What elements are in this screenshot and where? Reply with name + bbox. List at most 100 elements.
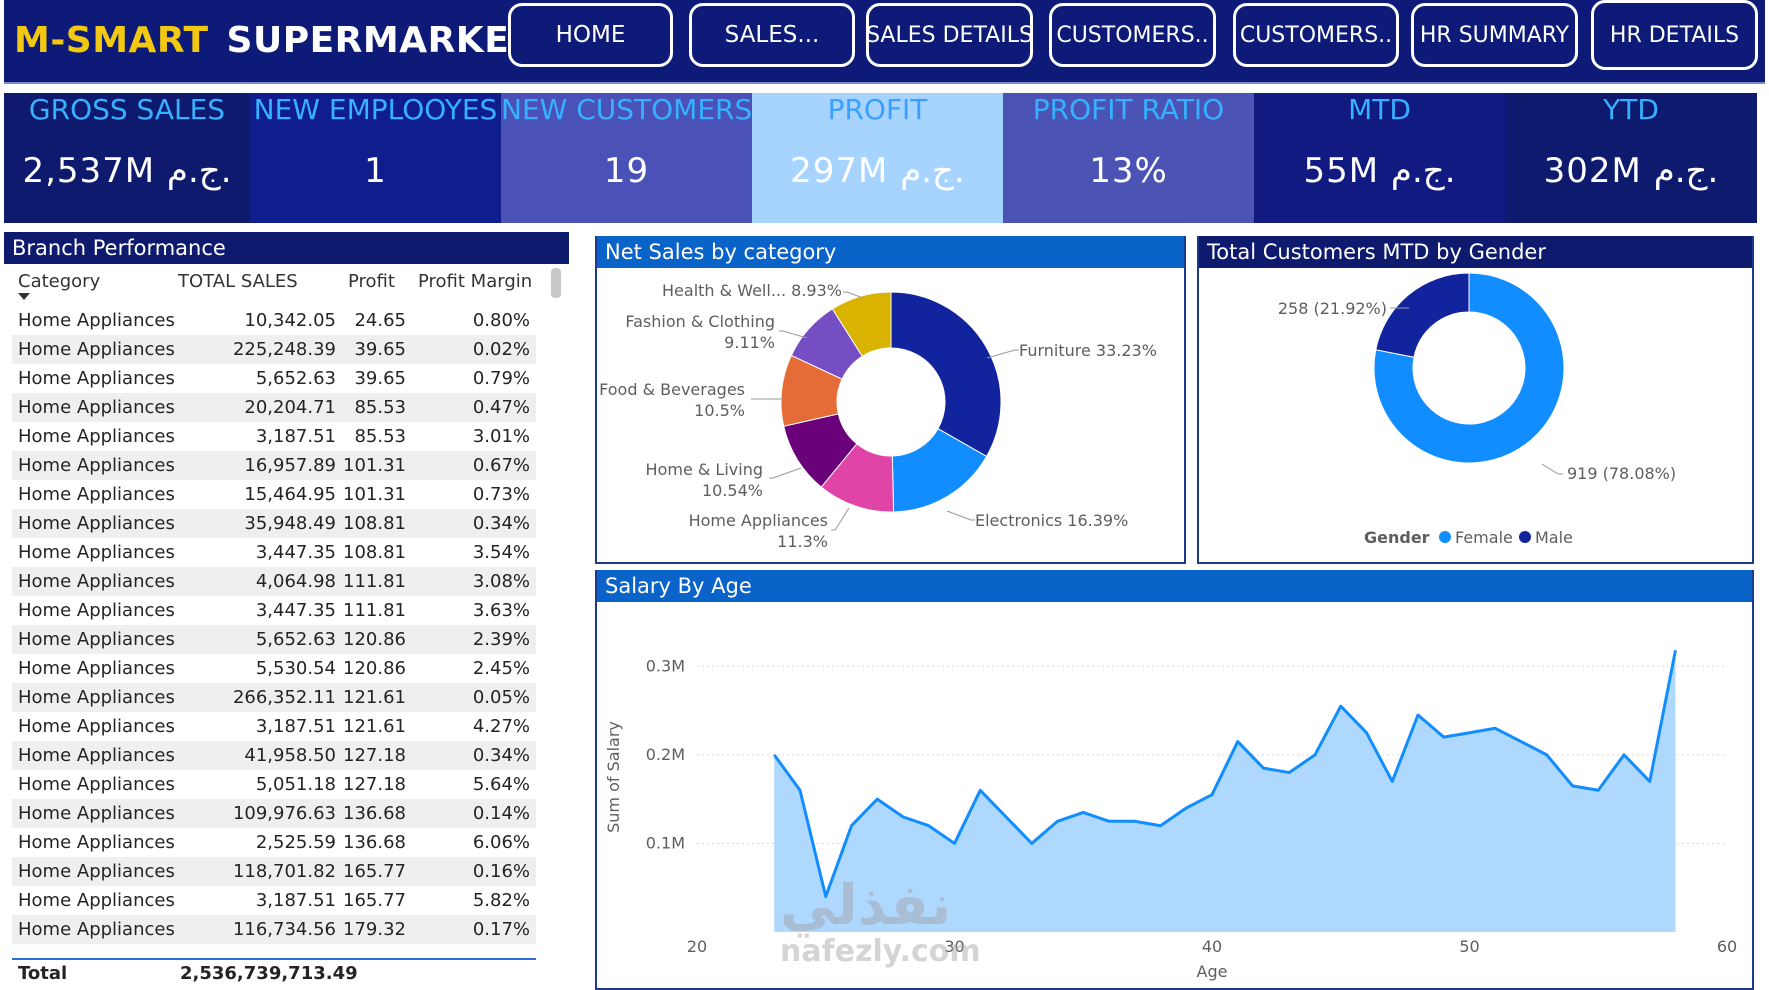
legend-title: Gender xyxy=(1364,528,1430,547)
table-row[interactable]: Home Appliances 116,734.56 179.32 0.17% xyxy=(12,915,536,944)
table-row[interactable]: Home Appliances 5,051.18 127.18 5.64% xyxy=(12,770,536,799)
cell-total-sales: 118,701.82 xyxy=(232,861,336,882)
slice-male[interactable] xyxy=(1375,272,1470,358)
kpi-value: 2,537M ج.م. xyxy=(22,151,232,191)
cell-profit: 136.68 xyxy=(343,832,406,853)
table-row[interactable]: Home Appliances 3,187.51 85.53 3.01% xyxy=(12,422,536,451)
table-row[interactable]: Home Appliances 118,701.82 165.77 0.16% xyxy=(12,857,536,886)
cell-category: Home Appliances xyxy=(18,310,175,331)
cell-profit-margin: 4.27% xyxy=(472,716,530,737)
table-row[interactable]: Home Appliances 266,352.11 121.61 0.05% xyxy=(12,683,536,712)
table-row[interactable]: Home Appliances 3,187.51 121.61 4.27% xyxy=(12,712,536,741)
table-row[interactable]: Home Appliances 10,342.05 24.65 0.80% xyxy=(12,306,536,335)
col-total-sales[interactable]: TOTAL SALES xyxy=(178,271,298,292)
logo-brand: M-SMART xyxy=(14,20,209,61)
slice-female[interactable] xyxy=(1373,272,1565,464)
table-row[interactable]: Home Appliances 3,447.35 111.81 3.63% xyxy=(12,596,536,625)
series-line[interactable] xyxy=(773,650,1677,899)
cell-category: Home Appliances xyxy=(18,484,175,505)
table-scrollbar[interactable] xyxy=(551,268,561,298)
cell-total-sales: 15,464.95 xyxy=(244,484,336,505)
cell-profit: 39.65 xyxy=(354,339,406,360)
cell-category: Home Appliances xyxy=(18,861,175,882)
cell-total-sales: 116,734.56 xyxy=(232,919,336,940)
x-tick-label: 60 xyxy=(1717,937,1737,956)
slice-furniture[interactable] xyxy=(890,291,1002,458)
col-profit-margin[interactable]: Profit Margin xyxy=(418,271,533,292)
table-row[interactable]: Home Appliances 15,464.95 101.31 0.73% xyxy=(12,480,536,509)
cell-profit-margin: 0.79% xyxy=(472,368,530,389)
cell-category: Home Appliances xyxy=(18,542,175,563)
nav-home-button[interactable]: HOME xyxy=(508,3,673,67)
kpi-label: PROFIT RATIO xyxy=(1032,93,1225,126)
nav-hr-summary-button[interactable]: HR SUMMARY xyxy=(1411,3,1578,67)
cell-total-sales: 3,187.51 xyxy=(255,426,336,447)
app-logo: M-SMART SUPERMARKET xyxy=(14,20,534,61)
table-row[interactable]: Home Appliances 225,248.39 39.65 0.02% xyxy=(12,335,536,364)
y-axis-title: Sum of Salary xyxy=(604,721,623,833)
data-label-female: 919 (78.08%) xyxy=(1567,464,1676,483)
legend-item-male[interactable]: Male xyxy=(1535,528,1573,547)
kpi-label: YTD xyxy=(1603,93,1659,126)
cell-profit-margin: 0.67% xyxy=(472,455,530,476)
cell-total-sales: 41,958.50 xyxy=(244,745,336,766)
cell-category: Home Appliances xyxy=(18,426,175,447)
nav-customers-details-button[interactable]: CUSTOMERS.. xyxy=(1233,3,1399,67)
table-row[interactable]: Home Appliances 2,525.59 136.68 6.06% xyxy=(12,828,536,857)
cell-total-sales: 4,064.98 xyxy=(255,571,336,592)
kpi-value: 302M ج.م. xyxy=(1543,151,1719,191)
leader-line xyxy=(779,330,808,339)
table-row[interactable]: Home Appliances 16,957.89 101.31 0.67% xyxy=(12,451,536,480)
slice-health-well-[interactable] xyxy=(831,291,892,357)
kpi-card-ytd: YTD 302M ج.م. xyxy=(1505,93,1757,223)
cell-category: Home Appliances xyxy=(18,571,175,592)
leader-line xyxy=(843,291,864,299)
nav-customers-button[interactable]: CUSTOMERS.. xyxy=(1049,3,1216,67)
cell-profit-margin: 0.80% xyxy=(472,310,530,331)
cell-category: Home Appliances xyxy=(18,658,175,679)
nav-hr-details-button[interactable]: HR DETAILS xyxy=(1591,0,1758,70)
table-row[interactable]: Home Appliances 3,187.51 165.77 5.82% xyxy=(12,886,536,915)
col-category[interactable]: Category xyxy=(18,271,101,292)
cell-total-sales: 3,187.51 xyxy=(255,716,336,737)
top-header: M-SMART SUPERMARKET HOME SALES... SALES D… xyxy=(4,0,1765,84)
cell-category: Home Appliances xyxy=(18,890,175,911)
cell-total-sales: 5,652.63 xyxy=(255,629,336,650)
total-label: Total xyxy=(18,963,68,984)
table-row[interactable]: Home Appliances 5,652.63 39.65 0.79% xyxy=(12,364,536,393)
table-row[interactable]: Home Appliances 35,948.49 108.81 0.34% xyxy=(12,509,536,538)
cell-profit: 121.61 xyxy=(343,687,406,708)
cell-profit-margin: 0.73% xyxy=(472,484,530,505)
table-row[interactable]: Home Appliances 5,652.63 120.86 2.39% xyxy=(12,625,536,654)
nav-sales-button[interactable]: SALES... xyxy=(689,3,855,67)
table-row[interactable]: Home Appliances 3,447.35 108.81 3.54% xyxy=(12,538,536,567)
table-row[interactable]: Home Appliances 20,204.71 85.53 0.47% xyxy=(12,393,536,422)
cell-profit-margin: 0.17% xyxy=(472,919,530,940)
cell-total-sales: 20,204.71 xyxy=(244,397,336,418)
cell-category: Home Appliances xyxy=(18,397,175,418)
col-profit[interactable]: Profit xyxy=(348,271,395,292)
legend-item-female[interactable]: Female xyxy=(1455,528,1513,547)
data-label-male: 258 (21.92%) xyxy=(1278,299,1387,318)
nav-sales-details-button[interactable]: SALES DETAILS xyxy=(866,3,1033,67)
cell-category: Home Appliances xyxy=(18,716,175,737)
cell-profit: 111.81 xyxy=(343,600,406,621)
data-label: Furniture 33.23% xyxy=(1019,341,1157,360)
table-row[interactable]: Home Appliances 5,530.54 120.86 2.45% xyxy=(12,654,536,683)
table-row[interactable]: Home Appliances 41,958.50 127.18 0.34% xyxy=(12,741,536,770)
cell-profit-margin: 3.63% xyxy=(472,600,530,621)
cell-profit: 101.31 xyxy=(343,484,406,505)
cell-profit-margin: 0.02% xyxy=(472,339,530,360)
netsales-title: Net Sales by category xyxy=(597,236,1184,268)
cell-profit: 24.65 xyxy=(354,310,406,331)
cell-category: Home Appliances xyxy=(18,455,175,476)
cell-total-sales: 109,976.63 xyxy=(232,803,336,824)
kpi-value: 19 xyxy=(603,151,650,191)
cell-profit: 127.18 xyxy=(343,745,406,766)
data-label: Electronics 16.39% xyxy=(975,511,1128,530)
cell-profit-margin: 0.34% xyxy=(472,513,530,534)
sort-desc-icon[interactable] xyxy=(18,293,30,300)
cell-category: Home Appliances xyxy=(18,629,175,650)
table-row[interactable]: Home Appliances 4,064.98 111.81 3.08% xyxy=(12,567,536,596)
table-row[interactable]: Home Appliances 109,976.63 136.68 0.14% xyxy=(12,799,536,828)
